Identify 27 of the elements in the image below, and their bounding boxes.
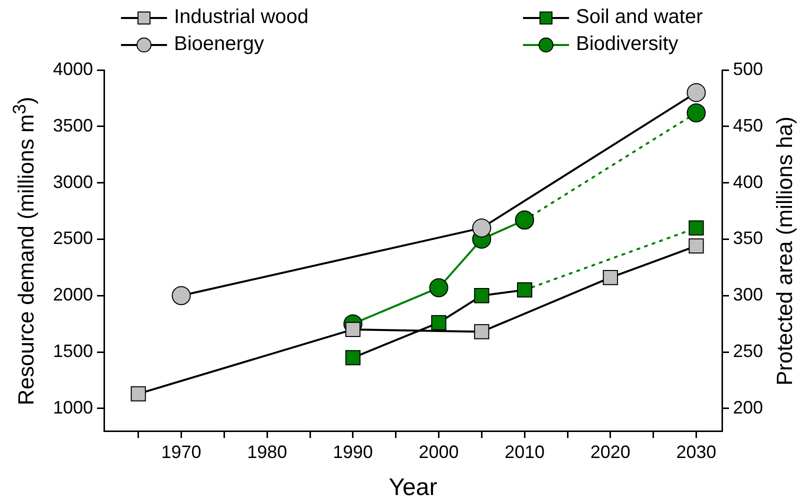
y-tick-label: 1500	[52, 341, 93, 361]
y2-tick-label: 500	[733, 58, 764, 79]
y2-tick-label: 400	[733, 172, 764, 192]
x-tick-label: 2030	[676, 442, 716, 462]
legend-label: Bioenergy	[174, 33, 264, 56]
y-tick-label: 1000	[52, 397, 93, 418]
legend-label: Soil and water	[576, 6, 703, 29]
x-tick-label: 2020	[590, 442, 630, 462]
y-tick-label: 2500	[52, 228, 93, 248]
y2-tick-label: 300	[733, 284, 764, 305]
y2-tick-label: 200	[733, 397, 764, 418]
legend-label: Industrial wood	[174, 6, 309, 29]
x-tick-label: 1980	[247, 442, 288, 462]
x-axis-title: Year	[388, 474, 438, 502]
x-tick-label: 1970	[161, 442, 202, 462]
y2-tick-label: 450	[733, 115, 764, 136]
y-tick-label: 2000	[52, 284, 93, 305]
y-tick-label: 3500	[52, 115, 93, 136]
legend-label: Biodiversity	[576, 33, 678, 56]
x-tick-label: 2000	[418, 442, 459, 462]
y2-axis-title: Protected area (millions ha)	[772, 116, 798, 386]
y2-tick-label: 350	[733, 228, 764, 248]
y2-tick-label: 250	[733, 341, 764, 361]
y-tick-label: 4000	[52, 58, 93, 79]
x-tick-label: 1990	[332, 442, 373, 462]
x-tick-label: 2010	[504, 442, 545, 462]
y-tick-label: 3000	[52, 172, 93, 192]
